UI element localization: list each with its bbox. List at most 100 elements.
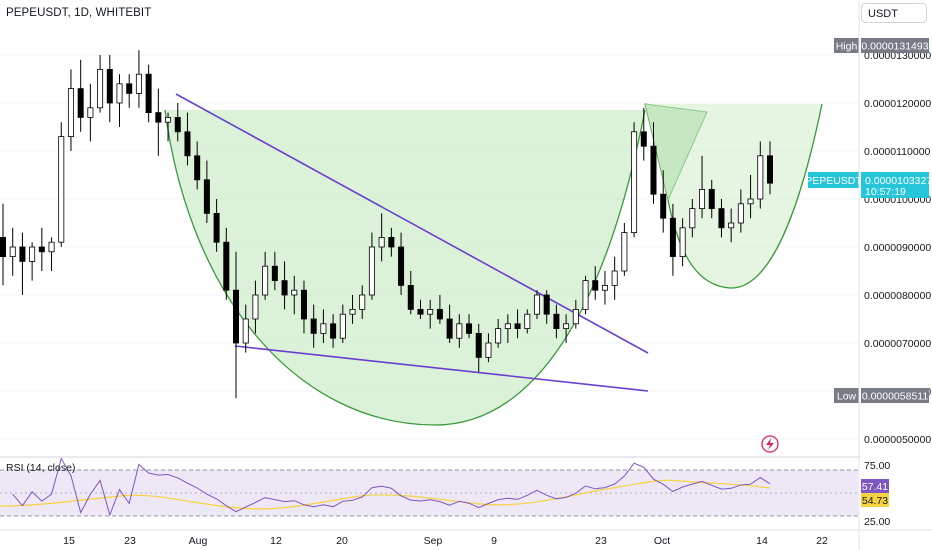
candle-down	[718, 208, 725, 229]
candle-up	[359, 294, 366, 310]
candle-down	[281, 280, 288, 296]
candle-down	[300, 289, 307, 320]
candle-up	[524, 313, 531, 330]
second-cup-shape	[645, 104, 822, 289]
time-axis-label: 15	[63, 535, 75, 547]
candle-up	[378, 236, 385, 248]
candle-up	[601, 284, 608, 291]
candle-up	[611, 270, 618, 286]
candle-up	[699, 188, 706, 209]
time-axis-label: 23	[595, 535, 607, 547]
candle-down	[77, 88, 84, 118]
candle-up	[572, 308, 579, 325]
candle-down	[184, 131, 191, 157]
candle-down	[660, 193, 667, 219]
candle-down	[145, 73, 152, 113]
candle-down	[223, 241, 230, 291]
candle-down	[38, 246, 45, 253]
candle-up	[116, 83, 123, 104]
candle-down	[475, 332, 482, 358]
pattern-drawings	[164, 93, 823, 426]
high-tag-label: High	[836, 41, 858, 53]
candle-down	[592, 280, 599, 291]
candle-down	[543, 294, 550, 315]
candle-up	[165, 117, 172, 123]
price-axis-label: 0.0000050000	[864, 434, 931, 446]
candle-down	[233, 289, 240, 344]
candle-up	[631, 131, 638, 234]
time-axis-label: 22	[816, 535, 828, 547]
candle-down	[553, 313, 560, 330]
candle-up	[456, 323, 463, 339]
candle-up	[135, 73, 142, 94]
candle-up	[757, 155, 764, 200]
low-tag-label: Low	[837, 391, 857, 403]
candle-up	[48, 241, 55, 253]
candle-down	[0, 236, 6, 257]
time-axis-label: 9	[491, 535, 497, 547]
lightning-icon[interactable]	[761, 435, 779, 453]
candles-layer	[0, 50, 774, 399]
time-axis-label: 12	[270, 535, 282, 547]
time-axis-label: 20	[336, 535, 348, 547]
candle-up	[621, 232, 628, 272]
countdown-value: 10:57:19	[865, 186, 906, 198]
rsi-ma-line	[0, 479, 771, 510]
candle-down	[203, 179, 210, 214]
rsi-axis-25: 25.00	[864, 516, 890, 528]
candle-up	[504, 323, 511, 329]
candle-down	[19, 246, 26, 262]
candle-down	[514, 323, 521, 329]
upper-trend-line	[175, 93, 649, 354]
candle-up	[262, 265, 269, 296]
symbol-title[interactable]: PEPEUSDT, 1D, WHITEBIT	[6, 7, 152, 19]
candle-down	[466, 323, 473, 334]
candle-up	[533, 294, 540, 315]
candle-down	[106, 69, 113, 104]
price-axis-label: 0.0000080000	[864, 290, 931, 302]
last-price-tag: PEPEUSDT 0.0000103327 10:57:19	[805, 172, 932, 198]
candle-down	[417, 308, 424, 315]
price-axis-label: 0.0000090000	[864, 242, 931, 254]
price-axis-label: 0.0000070000	[864, 338, 931, 350]
rsi-title[interactable]: RSI (14, close)	[6, 462, 76, 474]
time-axis-label: Sep	[424, 535, 443, 547]
currency-button[interactable]: USDT	[861, 3, 927, 23]
candle-up	[339, 313, 346, 339]
cup-shape	[165, 110, 645, 425]
candle-down	[213, 212, 220, 243]
candle-up	[747, 198, 754, 205]
candle-down	[669, 217, 676, 257]
candle-down	[310, 318, 317, 334]
candle-up	[87, 107, 94, 118]
rsi-ma-tag: 54.73	[862, 495, 888, 507]
candle-up	[97, 69, 104, 109]
candle-down	[407, 284, 414, 310]
candle-down	[640, 131, 647, 147]
cup-outline	[164, 109, 646, 426]
candle-up	[252, 294, 259, 320]
candle-up	[320, 323, 327, 334]
price-axis: 0.00001300000.00001200000.00001100000.00…	[864, 50, 931, 446]
low-tag-value: 0.0000058511	[862, 391, 929, 403]
rsi-axis-75: 75.00	[864, 460, 890, 472]
candle-down	[708, 188, 715, 209]
candle-down	[388, 236, 395, 248]
candle-down	[271, 265, 278, 282]
candle-up	[242, 318, 249, 344]
candle-up	[689, 208, 696, 229]
candle-up	[9, 246, 16, 257]
candle-up	[679, 227, 686, 258]
lower-trend-line	[234, 345, 649, 392]
rsi-line	[12, 457, 771, 517]
high-tag-value: 0.0000131493	[861, 41, 928, 53]
candle-up	[495, 328, 502, 344]
candle-up	[368, 246, 375, 296]
price-axis-label: 0.0000120000	[864, 98, 931, 110]
candle-down	[398, 246, 405, 286]
candle-up	[291, 289, 298, 296]
candle-down	[330, 323, 337, 339]
time-axis-label: 14	[756, 535, 768, 547]
time-axis-label: Oct	[654, 535, 670, 547]
